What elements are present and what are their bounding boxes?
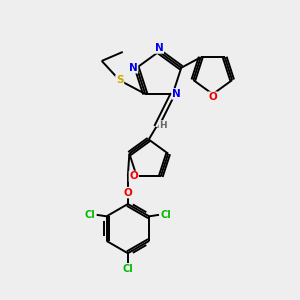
Text: Cl: Cl (160, 210, 171, 220)
Text: N: N (172, 89, 181, 99)
Text: Cl: Cl (85, 210, 95, 220)
Text: Cl: Cl (122, 264, 133, 274)
Text: N: N (154, 43, 164, 53)
Text: O: O (129, 171, 138, 182)
Text: S: S (116, 75, 124, 85)
Text: O: O (208, 92, 217, 102)
Text: N: N (129, 63, 137, 73)
Text: O: O (124, 188, 132, 198)
Text: H: H (159, 121, 167, 130)
